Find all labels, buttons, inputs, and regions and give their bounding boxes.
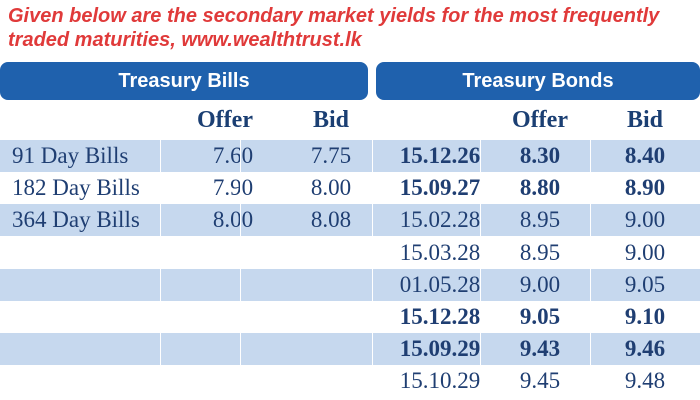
bond-bid-value: 8.90 xyxy=(624,175,666,201)
bond-offer-value: 9.00 xyxy=(519,271,561,297)
bond-offer-value: 8.30 xyxy=(519,143,561,168)
bonds-bid-column-header: Bid xyxy=(626,107,664,133)
bill-bid-value: 7.75 xyxy=(310,143,352,168)
bonds-offer-column-header: Offer xyxy=(512,107,568,133)
table-row: 15.03.28 8.95 9.00 xyxy=(0,237,700,269)
treasury-bills-header: Treasury Bills xyxy=(0,62,368,100)
bills-bid-column-header: Bid xyxy=(312,107,350,133)
bond-maturity-date: 15.12.26 xyxy=(399,143,481,168)
bond-bid-value: 9.00 xyxy=(624,207,666,233)
table-row: 182 Day Bills 7.90 8.00 15.09.27 8.80 8.90 xyxy=(0,172,700,204)
bond-maturity-date: 15.12.28 xyxy=(399,304,481,329)
bond-maturity-date: 15.09.29 xyxy=(399,336,481,362)
bond-offer-value: 8.80 xyxy=(519,175,561,201)
bond-bid-value: 9.00 xyxy=(624,239,666,265)
bills-offer-column-header: Offer xyxy=(197,107,253,133)
bond-bid-value: 8.40 xyxy=(624,143,666,168)
bond-bid-value: 9.48 xyxy=(624,368,666,394)
table-row: 15.10.29 9.45 9.48 xyxy=(0,365,700,397)
table-row: 01.05.28 9.00 9.05 xyxy=(0,268,700,301)
bond-offer-value: 8.95 xyxy=(519,239,561,265)
treasury-bonds-header: Treasury Bonds xyxy=(376,62,700,100)
bond-maturity-date: 15.10.29 xyxy=(399,368,481,394)
bond-maturity-date: 15.03.28 xyxy=(399,239,481,265)
column-divider xyxy=(160,140,161,400)
column-divider xyxy=(240,140,241,400)
bill-offer-value: 7.60 xyxy=(212,143,254,168)
bond-bid-value: 9.05 xyxy=(624,271,666,297)
bond-maturity-date: 01.05.28 xyxy=(399,271,481,297)
bond-offer-value: 8.95 xyxy=(519,207,561,233)
bond-offer-value: 9.43 xyxy=(519,336,561,362)
bill-bid-value: 8.08 xyxy=(310,207,352,233)
bond-bid-value: 9.46 xyxy=(624,336,666,362)
bill-bid-value: 8.00 xyxy=(310,175,352,201)
table-row: 91 Day Bills 7.60 7.75 15.12.26 8.30 8.40 xyxy=(0,140,700,172)
bill-offer-value: 8.00 xyxy=(212,207,254,233)
column-divider xyxy=(590,140,591,400)
bond-offer-value: 9.05 xyxy=(519,304,561,329)
bill-maturity-label: 91 Day Bills xyxy=(12,143,129,168)
table-row: 15.09.29 9.43 9.46 xyxy=(0,333,700,366)
column-divider xyxy=(372,140,373,400)
bill-maturity-label: 364 Day Bills xyxy=(12,207,140,233)
caption-text: Given below are the secondary market yie… xyxy=(8,5,660,51)
bond-bid-value: 9.10 xyxy=(624,304,666,329)
table-row: 364 Day Bills 8.00 8.08 15.02.28 8.95 9.00 xyxy=(0,204,700,237)
bond-maturity-date: 15.09.27 xyxy=(399,175,481,201)
bond-maturity-date: 15.02.28 xyxy=(399,207,481,233)
column-divider xyxy=(480,140,481,400)
table-row: 15.12.28 9.05 9.10 xyxy=(0,301,700,333)
bill-offer-value: 7.90 xyxy=(212,175,254,201)
bill-maturity-label: 182 Day Bills xyxy=(12,175,140,201)
bond-offer-value: 9.45 xyxy=(519,368,561,394)
